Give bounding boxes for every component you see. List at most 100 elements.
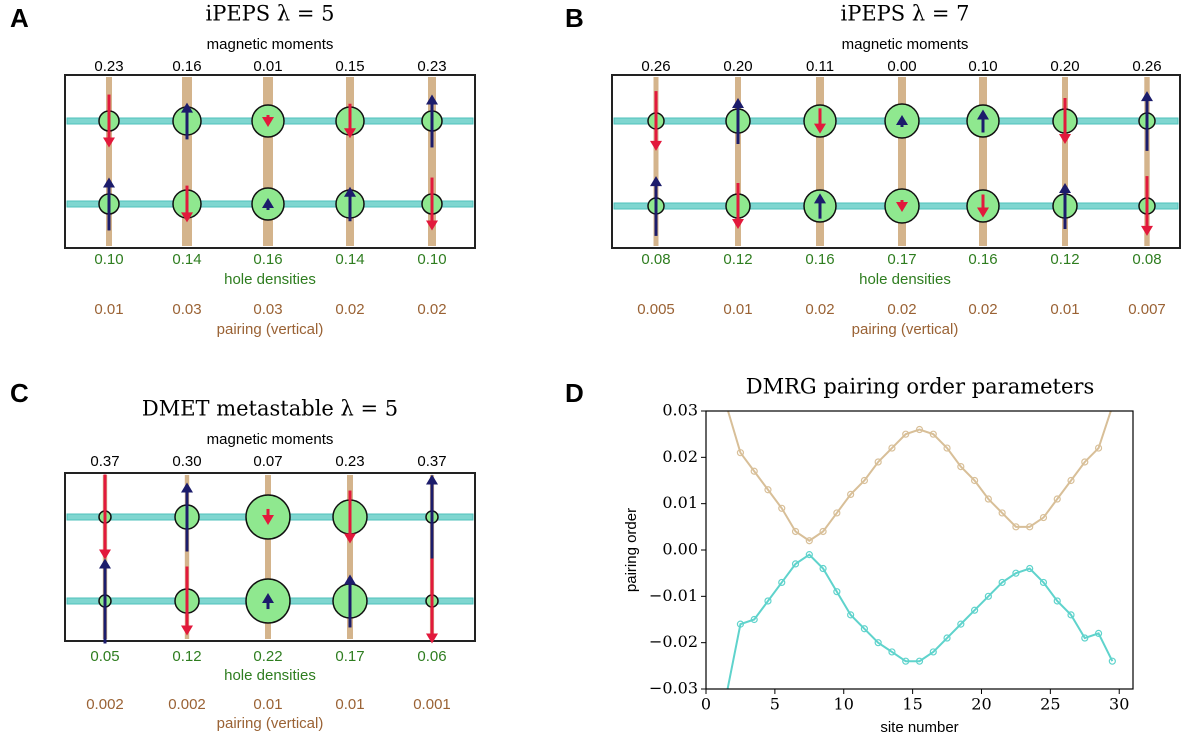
- spin-head: [344, 533, 356, 544]
- vertical-bond: [816, 77, 824, 246]
- spin-head: [262, 592, 274, 603]
- data-point: [1108, 657, 1116, 665]
- vertical-bond: [979, 77, 987, 246]
- series-line: [726, 553, 1114, 689]
- pairing-value: 0.02: [805, 301, 834, 318]
- pairing-value: 0.005: [637, 301, 675, 318]
- vertical-bond: [347, 475, 353, 639]
- vertical-bond: [184, 475, 190, 639]
- data-point: [736, 620, 745, 628]
- hole-density-value: 0.08: [641, 251, 670, 268]
- pairing-value: 0.007: [1128, 301, 1166, 318]
- data-point: [1081, 458, 1089, 466]
- data-point: [943, 634, 951, 642]
- pairing-value: 0.002: [168, 696, 206, 713]
- vertical-bond: [898, 77, 906, 246]
- moments-label: magnetic moments: [207, 36, 334, 53]
- data-point: [902, 657, 910, 665]
- vertical-bond: [182, 77, 192, 246]
- spin-head: [99, 549, 111, 560]
- hole-density-value: 0.14: [335, 251, 364, 268]
- pairing-value: 0.02: [335, 301, 364, 318]
- vertical-bond: [106, 77, 112, 246]
- y-tick-label: 0.02: [662, 447, 698, 466]
- data-point: [874, 458, 882, 466]
- spin-head: [181, 482, 193, 493]
- spin-head: [344, 128, 356, 139]
- vertical-bond: [735, 77, 741, 246]
- pairing-label: pairing (vertical): [217, 715, 324, 732]
- data-point: [750, 615, 758, 624]
- data-point: [833, 509, 841, 517]
- data-point: [778, 504, 786, 512]
- x-axis-label: site number: [880, 719, 958, 736]
- moment-value: 0.20: [723, 58, 752, 75]
- y-tick-label: −0.03: [649, 679, 698, 698]
- spin-head: [977, 109, 989, 120]
- moment-value: 0.01: [253, 58, 282, 75]
- y-tick-label: 0.01: [662, 493, 698, 512]
- moment-value: 0.30: [172, 453, 201, 470]
- data-point: [819, 527, 827, 536]
- data-point: [1053, 597, 1061, 605]
- pairing-label: pairing (vertical): [217, 321, 324, 338]
- moment-value: 0.26: [1132, 58, 1161, 75]
- pairing-value: 0.02: [417, 301, 446, 318]
- data-point: [998, 509, 1006, 517]
- holes-label: hole densities: [224, 667, 316, 684]
- data-point: [736, 449, 745, 457]
- panel-title: DMET metastable λ = 5: [142, 397, 398, 421]
- spin-head: [1141, 225, 1153, 236]
- spin-head: [181, 212, 193, 223]
- x-tick-label: 10: [834, 695, 854, 714]
- data-point: [1109, 403, 1115, 409]
- y-tick-label: 0.00: [662, 540, 698, 559]
- hole-density-value: 0.17: [887, 251, 916, 268]
- spin-head: [1059, 134, 1071, 144]
- pairing-value: 0.01: [335, 696, 364, 713]
- x-tick-label: 25: [1040, 695, 1060, 714]
- pairing-value: 0.01: [1050, 301, 1079, 318]
- x-tick-label: 5: [770, 695, 780, 714]
- pairing-value: 0.01: [723, 301, 752, 318]
- data-point: [764, 597, 772, 605]
- moment-value: 0.26: [641, 58, 670, 75]
- holes-label: hole densities: [859, 271, 951, 288]
- data-point: [1012, 523, 1020, 531]
- x-tick-label: 30: [1109, 695, 1129, 714]
- spin-head: [181, 102, 193, 113]
- data-point: [778, 578, 786, 587]
- y-tick-label: −0.01: [649, 586, 698, 605]
- data-point: [888, 648, 896, 656]
- hole-density-value: 0.16: [253, 251, 282, 268]
- spin-head: [1141, 91, 1153, 102]
- moments-label: magnetic moments: [842, 36, 969, 53]
- pairing-value: 0.001: [413, 696, 451, 713]
- hole-density-value: 0.14: [172, 251, 201, 268]
- data-point: [970, 606, 979, 614]
- pairing-value: 0.02: [968, 301, 997, 318]
- hole-density-value: 0.12: [172, 648, 201, 665]
- data-point: [1026, 564, 1034, 573]
- moment-value: 0.07: [253, 453, 282, 470]
- spin-head: [344, 574, 356, 585]
- moments-label: magnetic moments: [207, 431, 334, 448]
- hole-density-value: 0.08: [1132, 251, 1161, 268]
- data-point: [847, 611, 855, 619]
- moment-value: 0.23: [94, 58, 123, 75]
- hole-density-value: 0.10: [94, 251, 123, 268]
- data-point: [847, 490, 855, 498]
- hole-density-value: 0.10: [417, 251, 446, 268]
- data-point: [902, 430, 910, 438]
- data-point: [1012, 569, 1020, 577]
- data-point: [984, 592, 992, 600]
- spin-head: [426, 474, 438, 485]
- data-point: [1039, 513, 1048, 522]
- spin-head: [262, 198, 274, 208]
- data-point: [1053, 495, 1061, 503]
- spin-head: [426, 633, 438, 644]
- data-point: [860, 625, 869, 633]
- moment-value: 0.00: [887, 58, 916, 75]
